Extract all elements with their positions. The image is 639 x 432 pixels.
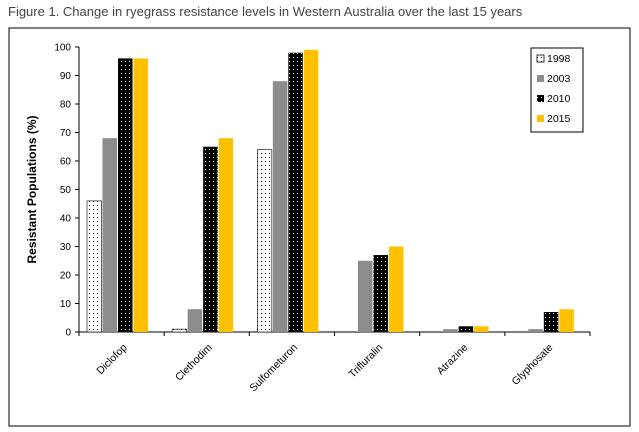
x-category-label: Atrazine — [435, 342, 471, 378]
legend-swatch-2003 — [537, 75, 544, 82]
y-tick-label: 70 — [60, 128, 72, 139]
bar-2003-trifluralin — [358, 260, 373, 332]
legend-label-2015: 2015 — [547, 113, 571, 125]
bar-2003-glyphosate — [528, 329, 543, 332]
bar-2010-sulfometuron — [288, 52, 303, 332]
y-tick-label: 80 — [60, 100, 72, 111]
bar-1998-diclofop — [86, 200, 102, 333]
bar-2010-glyphosate — [543, 312, 559, 332]
bar-2003-diclofop — [102, 138, 117, 332]
bar-2003-clethodim — [187, 309, 203, 332]
x-category-label: Trifluralin — [346, 342, 385, 381]
x-category-label: Sulfometuron — [247, 342, 300, 395]
y-tick-label: 100 — [54, 43, 71, 54]
bar-2015-sulfometuron — [303, 49, 319, 332]
legend-label-2010: 2010 — [547, 93, 571, 105]
bar-2010-trifluralin — [373, 255, 388, 332]
legend-label-2003: 2003 — [547, 73, 571, 85]
bar-2015-diclofop — [133, 58, 148, 333]
y-tick-label: 90 — [60, 71, 72, 82]
legend-label-1998: 1998 — [547, 53, 571, 65]
y-tick-label: 0 — [65, 328, 71, 339]
bar-2010-clethodim — [203, 146, 218, 332]
legend-swatch-2015 — [537, 115, 544, 122]
y-tick-label: 60 — [60, 157, 72, 168]
bar-1998-sulfometuron — [257, 149, 273, 333]
legend-swatch-1998 — [536, 54, 545, 63]
y-axis-title: Resistant Populations (%) — [25, 115, 39, 263]
bar-2003-atrazine — [443, 329, 458, 332]
bar-2010-atrazine — [458, 326, 474, 332]
bar-2015-clethodim — [218, 138, 234, 332]
bar-1998-clethodim — [171, 328, 187, 333]
bar-2010-diclofop — [118, 58, 133, 333]
bar-2003-sulfometuron — [272, 81, 288, 332]
y-tick-label: 10 — [60, 299, 72, 310]
x-category-label: Diclofop — [94, 342, 129, 377]
legend-swatch-2010 — [537, 95, 544, 102]
y-tick-label: 50 — [60, 185, 72, 196]
bar-2015-glyphosate — [559, 309, 574, 332]
y-tick-label: 30 — [60, 242, 72, 253]
chart-frame — [8, 27, 631, 427]
bar-2015-atrazine — [474, 326, 489, 332]
x-category-label: Glyphosate — [509, 342, 555, 388]
x-category-label: Clethodim — [173, 341, 215, 383]
bar-2015-trifluralin — [389, 246, 404, 332]
y-tick-label: 40 — [60, 214, 72, 225]
y-tick-label: 20 — [60, 271, 72, 282]
figure-caption: Figure 1. Change in ryegrass resistance … — [8, 4, 523, 19]
